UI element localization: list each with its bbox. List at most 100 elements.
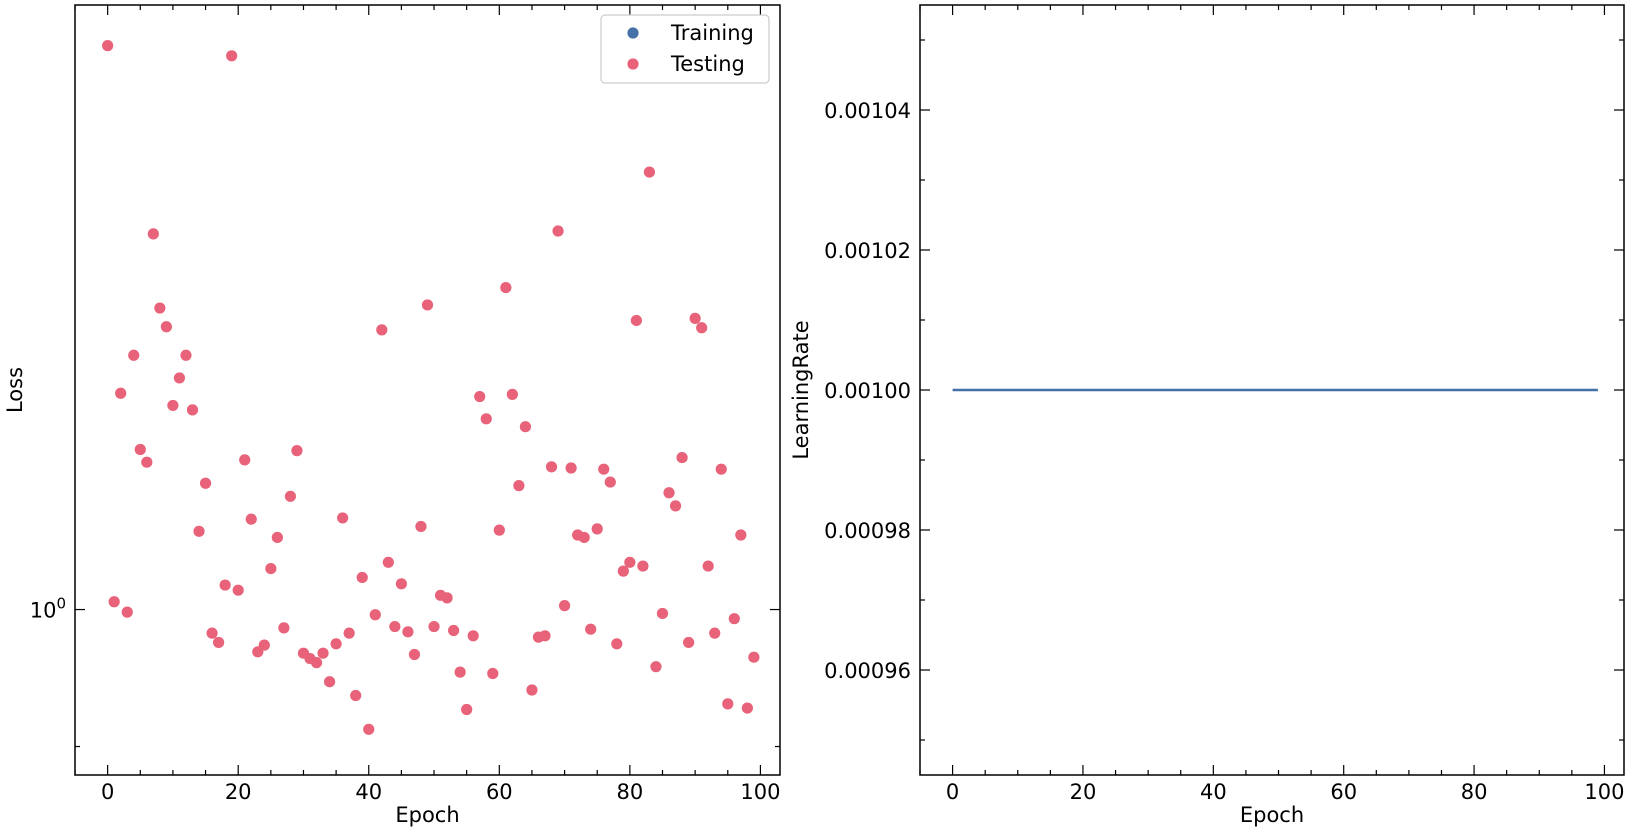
testing-point	[454, 666, 466, 678]
testing-point	[748, 651, 760, 663]
x-tick-label: 100	[740, 780, 780, 804]
testing-point	[709, 627, 721, 639]
testing-point	[735, 529, 747, 541]
testing-point	[141, 456, 153, 468]
x-tick-label: 0	[101, 780, 114, 804]
y-tick-label: 0.00096	[824, 659, 911, 683]
x-axis-label: Epoch	[1240, 803, 1304, 827]
legend-marker	[627, 27, 639, 39]
x-tick-label: 80	[1461, 780, 1488, 804]
testing-point	[480, 413, 492, 425]
testing-point	[271, 531, 283, 544]
testing-point	[128, 349, 140, 361]
testing-point	[669, 500, 682, 512]
testing-point	[506, 388, 518, 400]
y-axis-label: LearningRate	[789, 320, 813, 459]
testing-point	[663, 487, 675, 499]
testing-point	[650, 661, 662, 673]
testing-point	[278, 622, 290, 634]
testing-point	[558, 600, 571, 612]
y-tick-label: 0.00104	[824, 99, 911, 123]
testing-point	[461, 703, 473, 716]
testing-point	[474, 390, 486, 403]
testing-point	[728, 613, 740, 625]
testing-point	[180, 349, 192, 361]
legend-label: Training	[670, 21, 754, 45]
testing-point	[226, 50, 238, 62]
testing-point	[643, 166, 656, 178]
testing-point	[310, 657, 323, 669]
legend-marker	[627, 58, 639, 70]
learning-rate-plot: 0 20 40 60 80 100 0.00096 0.00098 0.00100 0.00102…	[789, 4, 1625, 827]
testing-point	[656, 607, 669, 620]
testing-point	[545, 461, 558, 473]
legend-box	[600, 14, 770, 84]
testing-point	[428, 620, 440, 633]
testing-point	[598, 463, 610, 475]
testing-point	[408, 648, 421, 661]
testing-point	[330, 638, 342, 650]
x-tick-label: 40	[355, 780, 382, 804]
testing-point	[337, 512, 349, 524]
testing-point	[493, 524, 505, 536]
testing-point	[513, 480, 525, 492]
testing-point	[565, 462, 577, 474]
testing-point	[441, 592, 453, 604]
testing-point	[604, 476, 616, 488]
testing-point	[115, 387, 127, 399]
testing-point	[519, 421, 532, 433]
y-tick-label: 0.00098	[824, 519, 911, 543]
testing-point	[284, 490, 297, 502]
testing-point	[219, 579, 231, 591]
x-tick-label: 100	[1584, 780, 1624, 804]
testing-point	[617, 565, 629, 577]
testing-point	[415, 520, 427, 533]
testing-point	[683, 636, 695, 649]
testing-point	[369, 609, 381, 621]
testing-point	[343, 627, 355, 639]
x-tick-label: 60	[486, 780, 513, 804]
testing-point	[213, 636, 225, 649]
testing-point	[696, 322, 708, 334]
testing-point	[539, 630, 551, 642]
testing-point	[487, 667, 499, 680]
testing-point	[356, 571, 368, 584]
testing-point	[173, 372, 186, 384]
testing-point	[591, 523, 603, 535]
testing-point	[676, 451, 688, 464]
x-tick-label: 40	[1200, 780, 1227, 804]
testing-point	[134, 443, 146, 456]
testing-point	[317, 647, 329, 659]
testing-point	[630, 314, 642, 327]
plot-frame	[74, 4, 781, 776]
x-tick-label: 80	[616, 780, 643, 804]
testing-point	[154, 302, 166, 314]
testing-point	[186, 404, 199, 416]
testing-point	[389, 620, 401, 633]
testing-point	[167, 399, 179, 412]
testing-point	[578, 531, 590, 544]
testing-point	[245, 513, 257, 525]
testing-point	[500, 281, 512, 294]
testing-point	[323, 676, 336, 688]
testing-point	[239, 454, 251, 466]
x-tick-label: 20	[225, 780, 252, 804]
testing-point	[291, 445, 303, 457]
testing-point	[722, 698, 734, 710]
testing-point	[402, 626, 414, 638]
y-tick-label: 0.00100	[824, 379, 911, 403]
testing-point	[160, 321, 172, 333]
testing-point	[637, 560, 649, 572]
testing-point	[363, 723, 375, 735]
testing-point	[526, 684, 538, 696]
testing-point	[624, 556, 636, 568]
testing-point	[121, 606, 133, 618]
testing-point	[421, 299, 434, 311]
x-tick-label: 20	[1070, 780, 1097, 804]
loss-plot: 0 20 40 60 80 100 100 Epoch Loss Training Testing	[3, 4, 781, 827]
testing-point	[467, 630, 479, 642]
testing-point	[350, 689, 362, 702]
testing-point	[376, 324, 388, 336]
testing-point	[741, 702, 753, 714]
